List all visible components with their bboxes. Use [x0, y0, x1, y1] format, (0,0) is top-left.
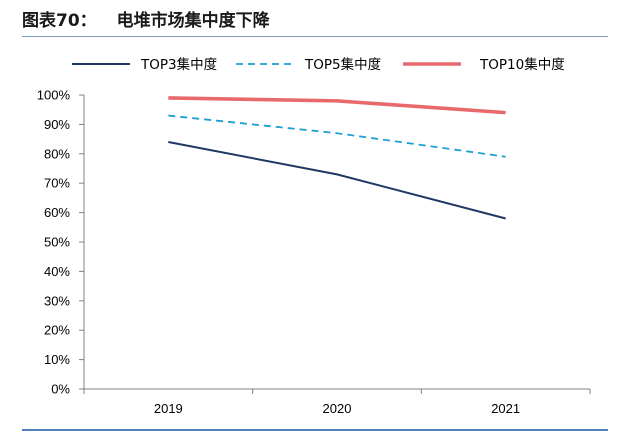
y-axis-ticks: 0% 10% 20% 30% 40% 50% 60% 70% 80% 90% 100%: [37, 88, 84, 397]
chart-legend: TOP3集中度 TOP5集中度 TOP10集中度: [72, 57, 565, 73]
figure-label: 图表70：: [22, 11, 97, 31]
y-tick-label: 100%: [37, 88, 71, 103]
y-tick-label: 0%: [51, 382, 70, 397]
x-axis-ticks: 2019 2020 2021: [83, 389, 591, 416]
y-tick-label: 10%: [44, 352, 70, 367]
y-tick-label: 50%: [44, 235, 70, 250]
x-tick-label: 2021: [491, 401, 520, 416]
y-tick-label: 30%: [44, 293, 70, 308]
y-tick-label: 20%: [44, 323, 70, 338]
legend-label-2: TOP5集中度: [304, 57, 381, 73]
y-tick-label: 90%: [44, 117, 70, 132]
series-line-1: [168, 141, 506, 220]
y-tick-label: 70%: [44, 176, 70, 191]
title-divider: [22, 36, 608, 37]
legend-label-3: TOP10集中度: [479, 57, 565, 73]
chart-axes: [83, 95, 590, 390]
y-tick-label: 80%: [44, 146, 70, 161]
series-line-2: [168, 114, 506, 158]
y-tick-label: 40%: [44, 264, 70, 279]
x-tick-label: 2019: [154, 401, 183, 416]
legend-label-1: TOP3集中度: [140, 57, 217, 73]
y-tick-label: 60%: [44, 205, 70, 220]
x-tick-label: 2020: [323, 401, 352, 416]
series-line-3: [168, 96, 506, 115]
figure-title-text: 电堆市场集中度下降: [116, 11, 270, 31]
figure-title: 图表70： 电堆市场集中度下降: [22, 6, 270, 31]
bottom-divider: [22, 429, 608, 431]
chart-series: [168, 96, 506, 220]
